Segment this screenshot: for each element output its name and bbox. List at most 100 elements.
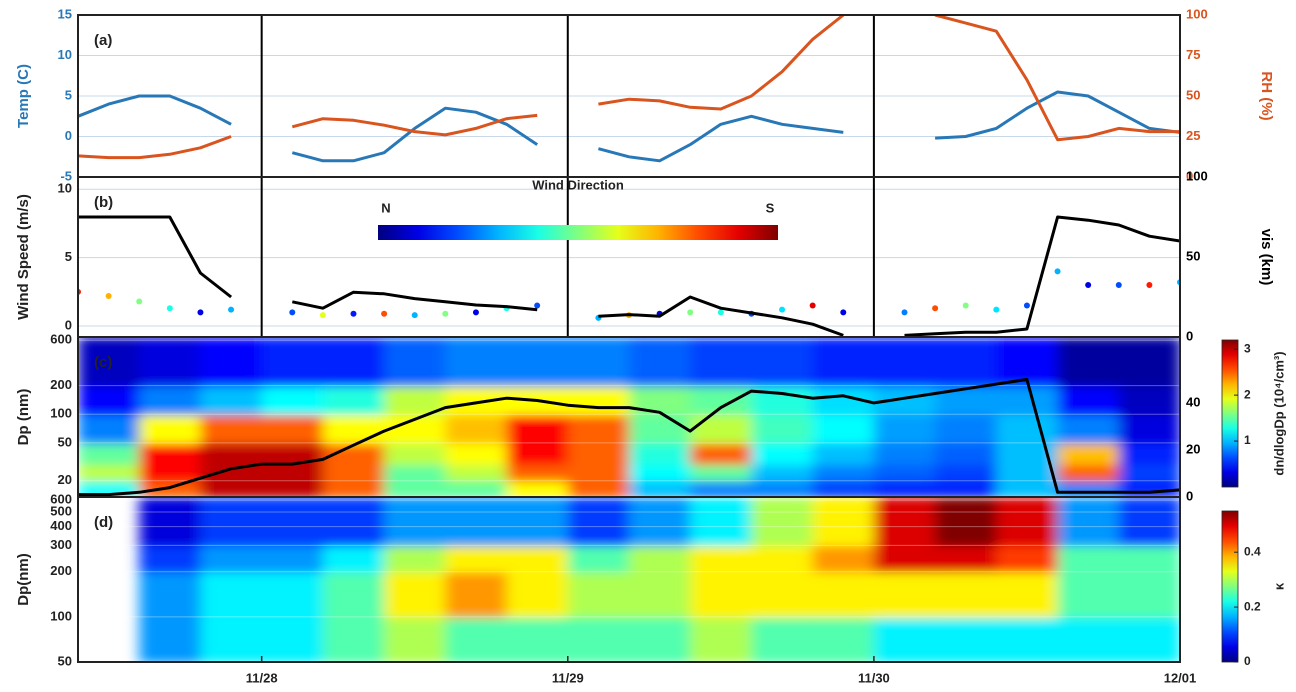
heatmap-cell [139,545,202,573]
heatmap-cell [873,497,937,547]
heatmap-cell [629,616,692,662]
heatmap-cell [690,442,753,466]
y-axis-title: Temp (C) [15,64,32,128]
heatmap-cell [629,385,692,416]
heatmap-cell [567,464,630,482]
y-tick-label: 5 [65,87,72,102]
heatmap-cell [1118,571,1180,618]
heatmap-cell [1057,571,1120,618]
heatmap-cell [935,480,998,497]
heatmap-cell [139,337,202,387]
heatmap-cell [629,480,692,497]
y2-tick-label: 20 [1186,441,1200,456]
y-tick-label: -5 [60,168,72,183]
y-axis-title: Dp (nm) [15,389,32,446]
y2-axis-title: RH (%) [1258,71,1275,120]
heatmap-cell [261,616,324,662]
heatmap-cell [935,337,998,387]
heatmap-cell [690,616,753,662]
heatmap-cell [261,497,324,547]
heatmap-cell [567,442,630,466]
heatmap-cell [384,545,447,573]
wind-point [1054,268,1061,275]
heatmap-cell [812,571,875,618]
y-tick-label: 50 [58,653,72,668]
heatmap-cell [506,337,569,387]
wind-point [1085,282,1092,289]
plot-area [78,337,1180,497]
wind-point [442,310,449,317]
heatmap-cell [812,414,875,444]
heatmap-cell [751,545,814,573]
heatmap-cell [629,442,692,466]
heatmap [78,337,1180,497]
heatmap-cell [322,497,386,547]
heatmap-cell [567,414,630,444]
heatmap-cell [567,545,630,573]
heatmap-cell [445,545,508,573]
wind-point [472,309,479,316]
heatmap-cell [261,464,324,482]
y2-tick-label: 0 [1186,488,1193,503]
heatmap-cell [1057,616,1120,662]
heatmap-cell [261,571,324,618]
heatmap-cell [78,464,141,482]
heatmap-cell [506,571,569,618]
y-tick-label: 500 [50,503,72,518]
heatmap-cell [139,571,202,618]
heatmap-cell [261,337,324,387]
panel-label: (c) [94,354,112,371]
heatmap-cell [445,480,508,497]
heatmap-cell [996,497,1059,547]
heatmap-cell [873,545,937,573]
heatmap-cell [996,571,1059,618]
y-tick-label: 0 [65,128,72,143]
heatmap-cell [812,337,875,387]
y-tick-label: 200 [50,377,72,392]
y-tick-label: 200 [50,563,72,578]
heatmap-cell [1057,337,1120,387]
colorbar-tick-label: 0.2 [1244,599,1261,613]
heatmap-cell [690,571,753,618]
heatmap-cell [751,480,814,497]
heatmap-cell [1118,442,1180,466]
wind-point [779,306,786,313]
heatmap-cell [200,571,263,618]
y2-tick-label: 100 [1186,168,1208,183]
x-tick-label: 11/29 [552,670,584,685]
y2-axis-title: vis (km) [1258,229,1275,286]
heatmap-cell [200,385,263,416]
y-tick-label: 10 [58,47,72,62]
heatmap-cell [445,497,508,547]
heatmap-cell [261,545,324,573]
plot-area [78,177,1180,337]
wind-point [1023,302,1030,309]
heatmap-cell [1118,616,1180,662]
heatmap-cell [1057,385,1120,416]
wind-point [319,312,326,319]
heatmap-cell [139,385,202,416]
heatmap-cell [322,337,386,387]
heatmap-cell [996,464,1059,482]
heatmap-cell [629,545,692,573]
heatmap [139,497,1180,662]
y-tick-label: 100 [50,406,72,421]
wind-point [901,309,908,316]
heatmap-cell [690,385,753,416]
heatmap-cell [322,545,386,573]
heatmap-cell [1118,497,1180,547]
heatmap-cell [384,571,447,618]
heatmap-cell [384,464,447,482]
y2-tick-label: 50 [1186,248,1200,263]
heatmap-cell [139,497,202,547]
heatmap-cell [812,497,875,547]
heatmap-cell [935,616,998,662]
y-tick-label: 5 [65,249,72,264]
heatmap-cell [873,464,937,482]
heatmap-cell [873,571,937,618]
heatmap-cell [445,464,508,482]
heatmap-cell [506,545,569,573]
colorbar-tick-label: S [766,200,775,215]
heatmap-cell [200,480,263,497]
